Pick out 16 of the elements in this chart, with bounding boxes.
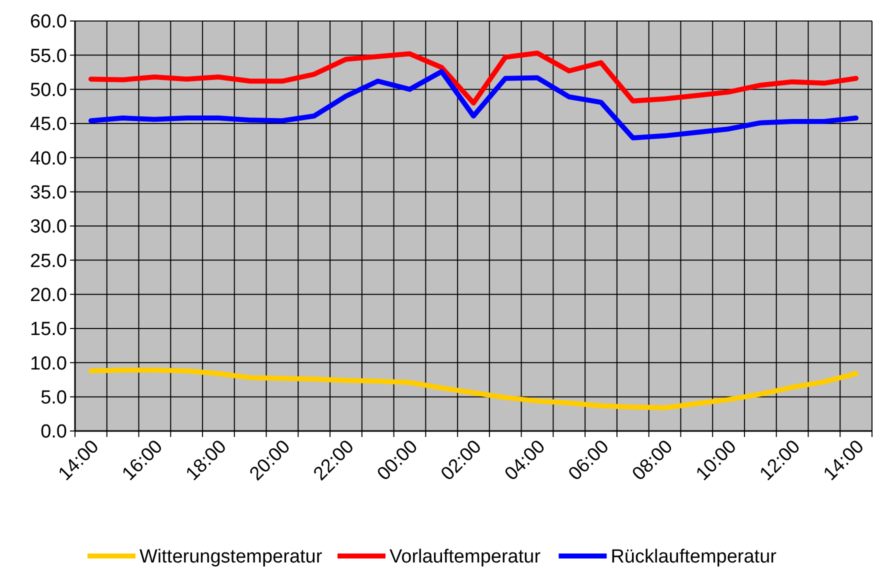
y-tick-label: 5.0 (40, 387, 67, 408)
legend-label: Witterungstemperatur (140, 546, 323, 568)
y-tick-label: 55.0 (30, 46, 67, 67)
y-tick-label: 15.0 (30, 319, 67, 340)
legend-label: Rücklauftemperatur (610, 546, 778, 568)
y-tick-label: 35.0 (30, 182, 67, 204)
y-tick-label: 30.0 (30, 216, 67, 238)
y-tick-label: 60.0 (30, 12, 67, 33)
legend-label: Vorlauftemperatur (390, 546, 542, 568)
y-tick-label: 20.0 (30, 284, 67, 306)
y-tick-label: 0.0 (40, 422, 67, 443)
y-tick-label: 50.0 (30, 80, 67, 101)
y-tick-label: 45.0 (30, 114, 67, 136)
y-tick-label: 25.0 (30, 250, 67, 272)
y-tick-label: 10.0 (30, 353, 67, 374)
y-tick-label: 40.0 (30, 148, 67, 170)
